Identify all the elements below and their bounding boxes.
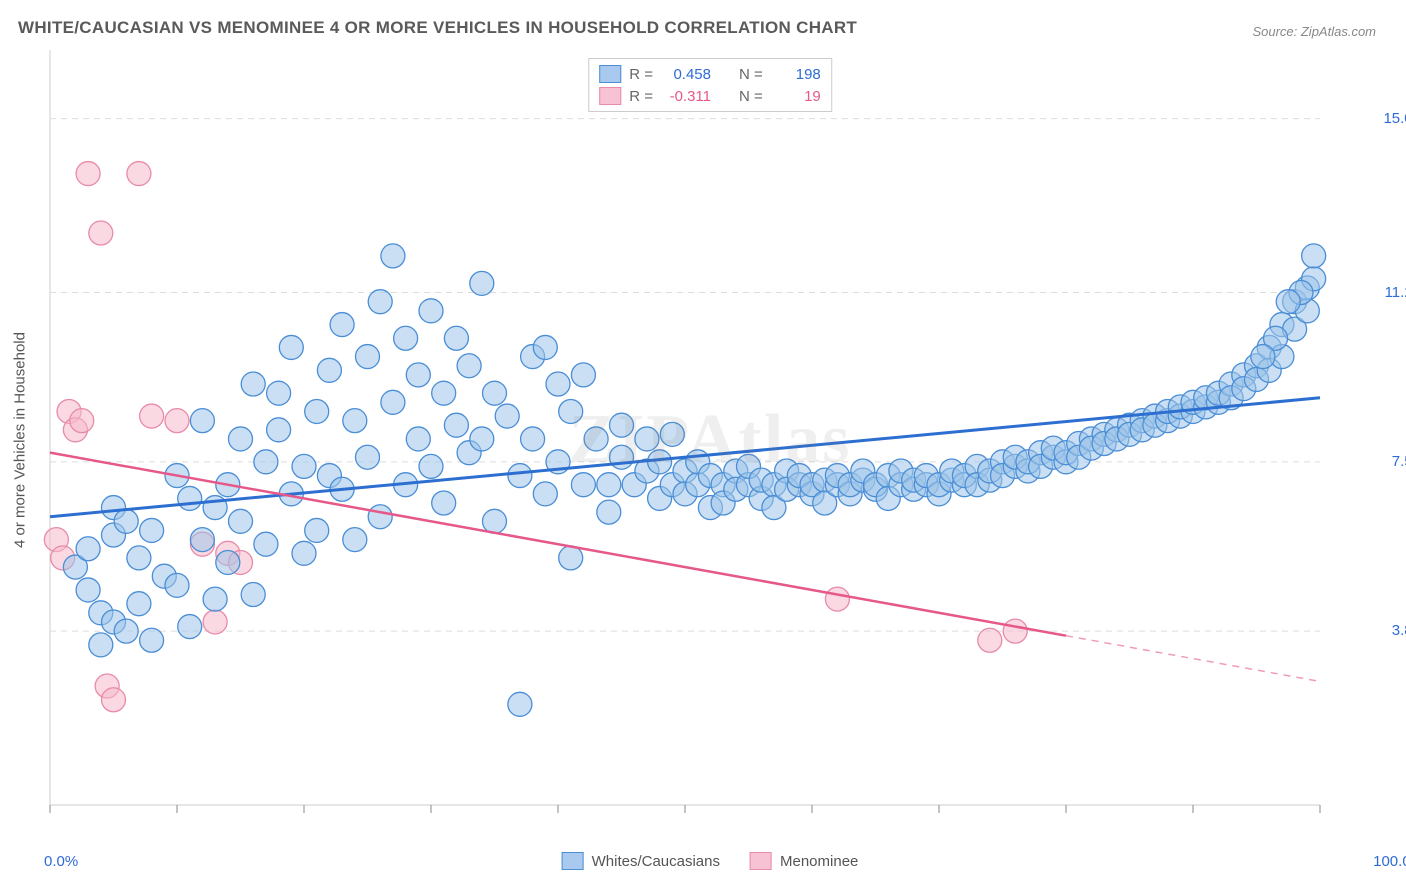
n-value-blue: 198 bbox=[771, 66, 821, 83]
r-label: R = bbox=[629, 88, 653, 105]
scatter-svg bbox=[50, 50, 1320, 815]
ytick-1: 7.5% bbox=[1392, 453, 1406, 470]
series-legend: Whites/Caucasians Menominee bbox=[562, 852, 859, 870]
legend-row-pink: R = -0.311 N = 19 bbox=[599, 85, 821, 107]
swatch-blue bbox=[599, 65, 621, 83]
ytick-2: 11.2% bbox=[1385, 284, 1406, 301]
legend-row-blue: R = 0.458 N = 198 bbox=[599, 63, 821, 85]
r-value-pink: -0.311 bbox=[661, 88, 711, 105]
ytick-0: 3.8% bbox=[1392, 622, 1406, 639]
n-label: N = bbox=[739, 88, 763, 105]
xtick-min: 0.0% bbox=[44, 853, 78, 870]
r-value-blue: 0.458 bbox=[661, 66, 711, 83]
n-value-pink: 19 bbox=[771, 88, 821, 105]
correlation-legend: R = 0.458 N = 198 R = -0.311 N = 19 bbox=[588, 58, 832, 112]
xtick-max: 100.0% bbox=[1373, 853, 1406, 870]
swatch-pink bbox=[599, 87, 621, 105]
r-label: R = bbox=[629, 66, 653, 83]
legend-label-blue: Whites/Caucasians bbox=[592, 853, 720, 870]
n-label: N = bbox=[739, 66, 763, 83]
legend-item-blue: Whites/Caucasians bbox=[562, 852, 720, 870]
y-axis-label: 4 or more Vehicles in Household bbox=[12, 332, 29, 548]
chart-title: WHITE/CAUCASIAN VS MENOMINEE 4 OR MORE V… bbox=[18, 18, 857, 38]
legend-item-pink: Menominee bbox=[750, 852, 858, 870]
swatch-blue-icon bbox=[562, 852, 584, 870]
legend-label-pink: Menominee bbox=[780, 853, 858, 870]
ytick-3: 15.0% bbox=[1383, 110, 1406, 127]
source-label: Source: ZipAtlas.com bbox=[1252, 24, 1376, 39]
plot-area: 4 or more Vehicles in Household ZIPAtlas… bbox=[50, 50, 1370, 830]
swatch-pink-icon bbox=[750, 852, 772, 870]
